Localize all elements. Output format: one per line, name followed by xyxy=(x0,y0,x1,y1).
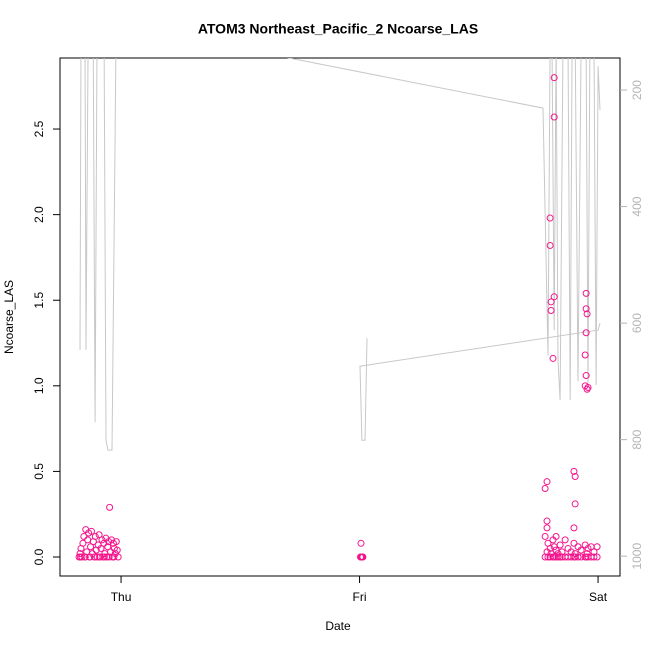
point xyxy=(81,553,89,561)
point xyxy=(359,553,367,561)
point xyxy=(543,524,551,532)
point xyxy=(577,553,585,561)
point xyxy=(567,553,575,561)
point xyxy=(546,214,554,222)
x-tick-label: Thu xyxy=(111,590,132,604)
y2-tick-label: 200 xyxy=(630,80,644,100)
point xyxy=(108,536,116,544)
point xyxy=(77,553,85,561)
point xyxy=(96,553,104,561)
point xyxy=(593,543,601,551)
point xyxy=(546,241,554,249)
point xyxy=(574,553,582,561)
point xyxy=(581,351,589,359)
point xyxy=(91,532,99,540)
point xyxy=(547,298,555,306)
point xyxy=(112,538,120,546)
pressure-line xyxy=(79,58,601,451)
point xyxy=(86,553,94,561)
point xyxy=(582,553,590,561)
point xyxy=(561,536,569,544)
point xyxy=(87,527,95,535)
point xyxy=(582,329,590,337)
point xyxy=(357,539,365,547)
point xyxy=(76,550,84,558)
point xyxy=(541,532,549,540)
x-tick-label: Sat xyxy=(589,590,608,604)
y2-tick-label: 800 xyxy=(630,429,644,449)
point xyxy=(543,517,551,525)
point xyxy=(541,485,549,493)
y2-tick-label: 1000 xyxy=(630,543,644,570)
point xyxy=(582,372,590,380)
point xyxy=(590,553,598,561)
point xyxy=(556,541,564,549)
point xyxy=(567,548,575,556)
x-axis-label: Date xyxy=(325,619,351,633)
y-tick-label: 2.5 xyxy=(32,120,46,137)
point xyxy=(98,536,106,544)
point xyxy=(570,539,578,547)
x-tick-label: Fri xyxy=(353,590,367,604)
point xyxy=(582,289,590,297)
y-tick-label: 2.0 xyxy=(32,206,46,223)
point xyxy=(570,467,578,475)
point xyxy=(583,550,591,558)
point xyxy=(105,553,113,561)
y-tick-label: 1.5 xyxy=(32,292,46,309)
y-axis-label: Ncoarse_LAS xyxy=(2,280,16,354)
plot-frame xyxy=(59,57,621,577)
point xyxy=(550,74,558,82)
point xyxy=(550,113,558,121)
point xyxy=(87,543,95,551)
point xyxy=(84,536,92,544)
point xyxy=(543,478,551,486)
point xyxy=(590,548,598,556)
point xyxy=(554,550,562,558)
point xyxy=(554,553,562,561)
point xyxy=(584,384,592,392)
point xyxy=(549,354,557,362)
y-tick-label: 0.5 xyxy=(32,463,46,480)
y-tick-label: 1.0 xyxy=(32,377,46,394)
point xyxy=(106,503,114,511)
point xyxy=(571,473,579,481)
point xyxy=(80,532,88,540)
point xyxy=(571,500,579,508)
point xyxy=(577,546,585,554)
point xyxy=(91,553,99,561)
point xyxy=(100,553,108,561)
y2-tick-label: 600 xyxy=(630,313,644,333)
point xyxy=(593,553,601,561)
point xyxy=(583,310,591,318)
y2-tick-label: 400 xyxy=(630,196,644,216)
point xyxy=(582,305,590,313)
point xyxy=(113,546,121,554)
point xyxy=(97,544,105,552)
point xyxy=(110,553,118,561)
point xyxy=(104,543,112,551)
point xyxy=(558,548,566,556)
point xyxy=(570,524,578,532)
point xyxy=(550,293,558,301)
point xyxy=(114,553,122,561)
chart-title: ATOM3 Northeast_Pacific_2 Ncoarse_LAS xyxy=(198,21,478,37)
point xyxy=(552,532,560,540)
point xyxy=(547,306,555,314)
point xyxy=(95,531,103,539)
point xyxy=(79,539,87,547)
y-tick-label: 0.0 xyxy=(32,548,46,565)
